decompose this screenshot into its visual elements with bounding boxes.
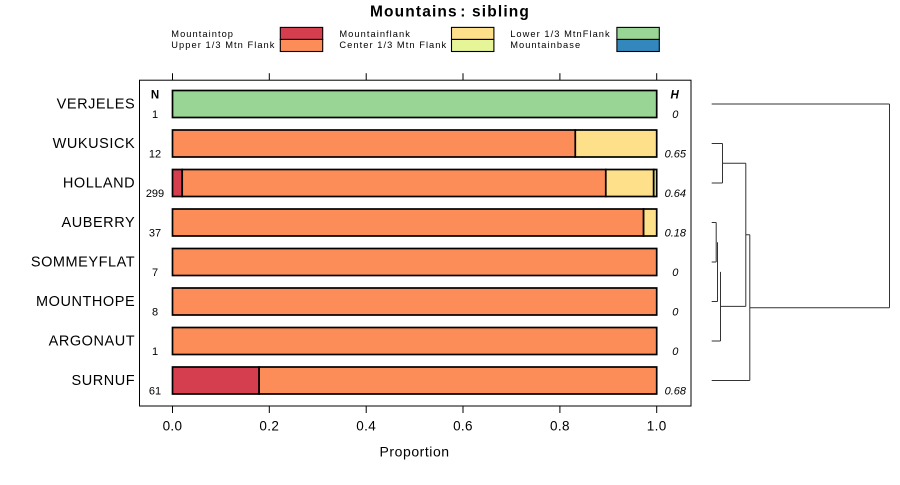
svg-text:1.0: 1.0: [647, 419, 667, 434]
svg-text:SURNUF: SURNUF: [71, 373, 135, 389]
svg-text:7: 7: [152, 267, 158, 279]
svg-text:12: 12: [149, 149, 161, 161]
svg-text:Mountains : sibling: Mountains : sibling: [370, 3, 530, 20]
svg-text:N: N: [151, 89, 159, 101]
svg-text:0.8: 0.8: [550, 419, 570, 434]
svg-text:0.2: 0.2: [259, 419, 279, 434]
svg-text:0.4: 0.4: [356, 419, 376, 434]
svg-text:ARGONAUT: ARGONAUT: [49, 334, 136, 350]
svg-text:299: 299: [146, 188, 164, 200]
svg-text:H: H: [671, 89, 680, 101]
svg-text:Proportion: Proportion: [380, 444, 450, 460]
svg-text:0.0: 0.0: [163, 419, 183, 434]
svg-text:37: 37: [149, 228, 161, 240]
svg-text:Mountainbase: Mountainbase: [510, 40, 581, 50]
svg-text:Mountainflank: Mountainflank: [339, 29, 411, 39]
svg-text:8: 8: [152, 307, 158, 319]
svg-text:0.6: 0.6: [453, 419, 473, 434]
svg-text:Upper 1/3 Mtn Flank: Upper 1/3 Mtn Flank: [171, 40, 275, 50]
svg-text:SOMMEYFLAT: SOMMEYFLAT: [31, 255, 135, 271]
svg-text:WUKUSICK: WUKUSICK: [53, 136, 136, 152]
svg-text:Lower 1/3 MtnFlank: Lower 1/3 MtnFlank: [510, 29, 611, 39]
svg-text:0.68: 0.68: [665, 386, 687, 398]
svg-text:61: 61: [149, 386, 161, 398]
svg-text:Center 1/3 Mtn Flank: Center 1/3 Mtn Flank: [339, 40, 447, 50]
svg-text:0: 0: [672, 109, 679, 121]
svg-text:0.65: 0.65: [665, 149, 687, 161]
svg-text:1: 1: [152, 346, 158, 358]
svg-text:VERJELES: VERJELES: [57, 97, 136, 113]
svg-text:0.18: 0.18: [665, 228, 687, 240]
svg-text:AUBERRY: AUBERRY: [61, 215, 135, 231]
svg-text:0.64: 0.64: [665, 188, 686, 200]
svg-text:HOLLAND: HOLLAND: [63, 176, 135, 192]
svg-text:0: 0: [672, 307, 679, 319]
svg-text:0: 0: [672, 267, 679, 279]
svg-text:MOUNTHOPE: MOUNTHOPE: [36, 294, 135, 310]
svg-text:Mountaintop: Mountaintop: [171, 29, 234, 39]
svg-text:0: 0: [672, 346, 679, 358]
svg-text:1: 1: [152, 109, 158, 121]
